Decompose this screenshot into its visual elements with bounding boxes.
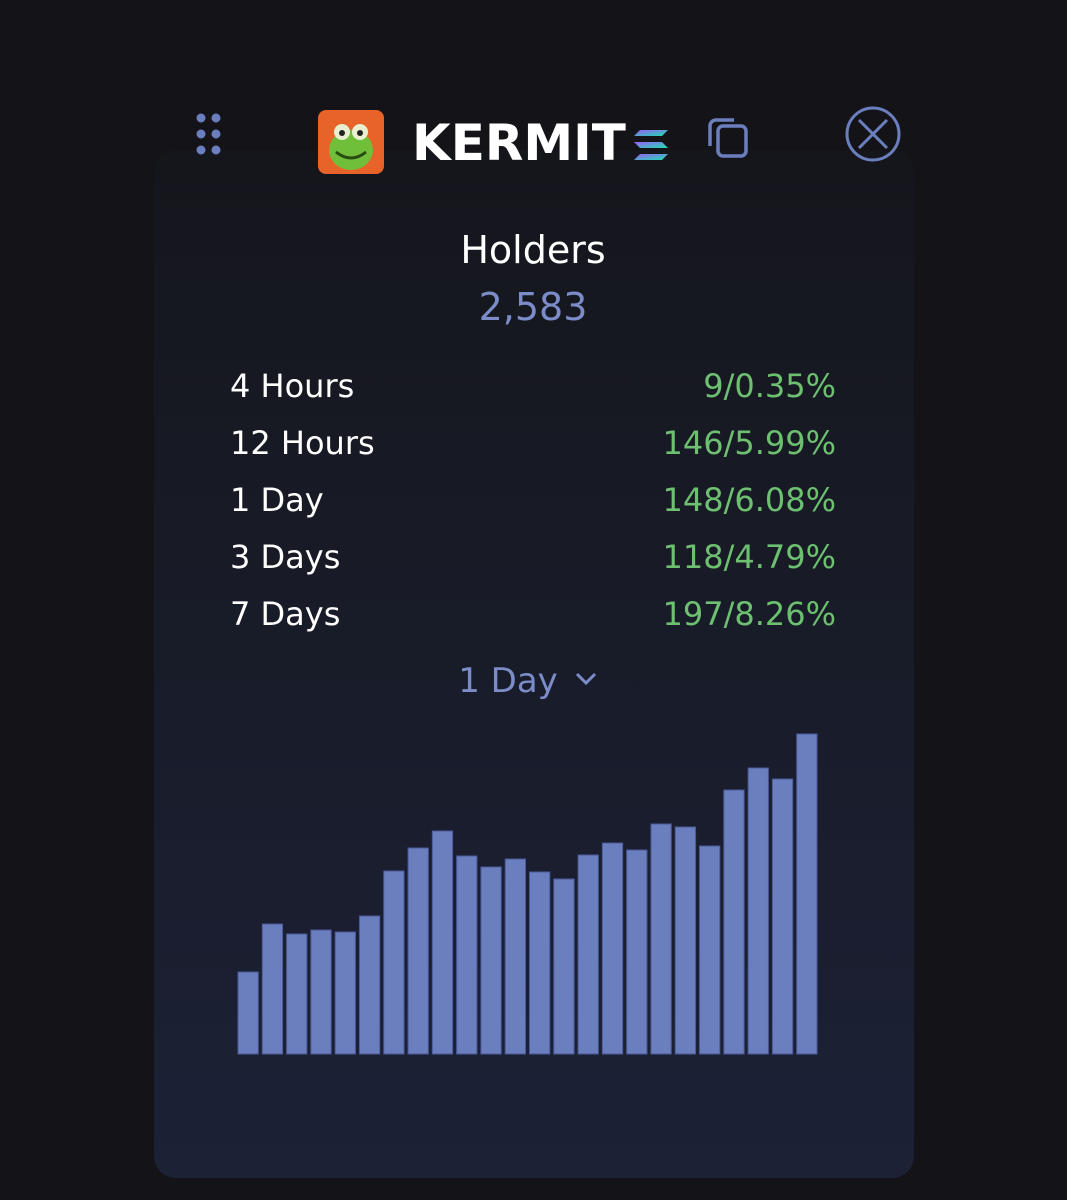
period-label: 3 Days (230, 538, 340, 576)
period-label: 4 Hours (230, 367, 354, 405)
holders-value: 2,583 (479, 285, 588, 329)
bar (334, 931, 356, 1055)
drag-handle[interactable] (196, 113, 221, 155)
bar (747, 767, 769, 1055)
bar (650, 823, 672, 1055)
period-dropdown[interactable]: 1 Day (458, 661, 597, 701)
period-change: 197/8.26% (662, 595, 836, 633)
bar (771, 778, 794, 1055)
bar (674, 826, 697, 1055)
period-change: 148/6.08% (662, 481, 836, 519)
holders-label: Holders (460, 228, 605, 272)
bar (699, 845, 721, 1055)
period-label: 12 Hours (230, 424, 375, 462)
period-label: 7 Days (230, 595, 340, 633)
chart (237, 733, 818, 1055)
token-avatar (318, 110, 384, 174)
period-change: 146/5.99% (662, 424, 836, 462)
bar (723, 789, 745, 1055)
bar (796, 733, 818, 1055)
copy-button[interactable] (708, 118, 748, 158)
chevron[interactable] (575, 672, 597, 686)
period-change: 9/0.35% (703, 367, 836, 405)
bar (431, 830, 454, 1055)
bar (553, 878, 575, 1055)
bar (504, 858, 527, 1055)
bar (601, 842, 624, 1055)
period-change: 118/4.79% (662, 538, 836, 576)
bar (286, 933, 308, 1055)
bar (383, 870, 405, 1055)
period-label: 1 Day (230, 481, 324, 519)
bar (358, 915, 381, 1055)
bar (456, 855, 478, 1055)
bar (310, 929, 332, 1055)
dropdown-label[interactable]: 1 Day (458, 661, 558, 701)
chain-icon (634, 130, 668, 160)
holder-changes: 4 Hours 9/0.35% 12 Hours 146/5.99% 1 Day 148/… (230, 367, 836, 633)
close-button[interactable] (845, 106, 901, 162)
bar (480, 866, 502, 1055)
bar (626, 849, 648, 1055)
bar (529, 871, 551, 1055)
bar (407, 847, 429, 1055)
bar (237, 971, 259, 1055)
token-name: KERMIT (412, 114, 626, 172)
bar (577, 854, 599, 1055)
bar (261, 923, 284, 1055)
